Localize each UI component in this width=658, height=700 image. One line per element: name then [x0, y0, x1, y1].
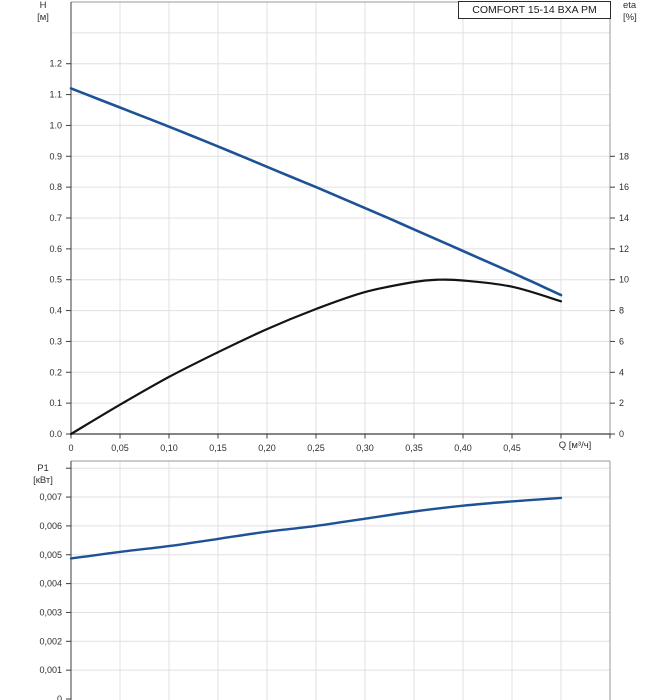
p1-axis-unit-line2: [кВт] — [33, 475, 53, 486]
y-axis-tick-label: 0.9 — [49, 151, 62, 161]
right-axis-tick-label: 14 — [619, 213, 629, 223]
y-axis-tick-label: 0.7 — [49, 213, 62, 223]
eta-axis-unit-line1: eta — [623, 0, 637, 11]
x-axis-tick-label: 0,10 — [160, 443, 178, 453]
y-axis-tick-label: 0,001 — [39, 665, 62, 675]
y-axis-tick-label: 0 — [57, 694, 62, 700]
right-axis-tick-label: 18 — [619, 151, 629, 161]
x-axis-tick-label: 0,20 — [258, 443, 276, 453]
right-axis-tick-label: 12 — [619, 244, 629, 254]
p1-axis-unit-line1: P1 — [37, 463, 49, 474]
right-axis-tick-label: 0 — [619, 429, 624, 439]
y-axis-tick-label: 0.8 — [49, 182, 62, 192]
y-axis-tick-label: 0.2 — [49, 367, 62, 377]
x-axis-tick-label: 0,05 — [111, 443, 129, 453]
x-axis-tick-label: 0,40 — [454, 443, 472, 453]
y-axis-tick-label: 0.4 — [49, 306, 62, 316]
right-axis-tick-label: 4 — [619, 367, 624, 377]
y-axis-tick-label: 0.5 — [49, 275, 62, 285]
pump-model-title-box: COMFORT 15-14 BXA PM — [458, 1, 611, 19]
x-axis-tick-label: 0,35 — [405, 443, 423, 453]
y-axis-tick-label: 0,002 — [39, 636, 62, 646]
pump-model-title: COMFORT 15-14 BXA PM — [472, 4, 597, 16]
y-axis-tick-label: 0,006 — [39, 521, 62, 531]
right-axis-tick-label: 2 — [619, 398, 624, 408]
x-axis-tick-label: 0,15 — [209, 443, 227, 453]
y-axis-tick-label: 0,003 — [39, 607, 62, 617]
y-axis-tick-label: 0.0 — [49, 429, 62, 439]
y-axis-tick-label: 0.1 — [49, 398, 62, 408]
x-axis-tick-label: 0,25 — [307, 443, 325, 453]
eta-axis-unit-line2: [%] — [623, 12, 637, 23]
head-curve — [69, 87, 563, 297]
h-axis-unit-line1: H — [39, 0, 47, 11]
y-axis-tick-label: 1.0 — [49, 120, 62, 130]
q-axis-unit-label: Q [м³/ч] — [558, 440, 592, 451]
right-axis-tick-label: 8 — [619, 306, 624, 316]
y-axis-tick-label: 0,007 — [39, 492, 62, 502]
h-axis-unit-line2: [м] — [37, 12, 49, 23]
efficiency-curve — [69, 278, 563, 436]
x-axis-tick-label: 0 — [68, 443, 73, 453]
right-axis-tick-label: 16 — [619, 182, 629, 192]
y-axis-tick-label: 0,005 — [39, 550, 62, 560]
right-axis-tick-label: 10 — [619, 275, 629, 285]
x-axis-tick-label: 0,45 — [503, 443, 521, 453]
right-axis-tick-label: 6 — [619, 336, 624, 346]
y-axis-tick-label: 0,004 — [39, 579, 62, 589]
y-axis-tick-label: 0.6 — [49, 244, 62, 254]
y-axis-tick-label: 0.3 — [49, 336, 62, 346]
power-curve — [69, 496, 563, 560]
y-axis-tick-label: 1.1 — [49, 90, 62, 100]
y-axis-tick-label: 1.2 — [49, 59, 62, 69]
x-axis-tick-label: 0,30 — [356, 443, 374, 453]
